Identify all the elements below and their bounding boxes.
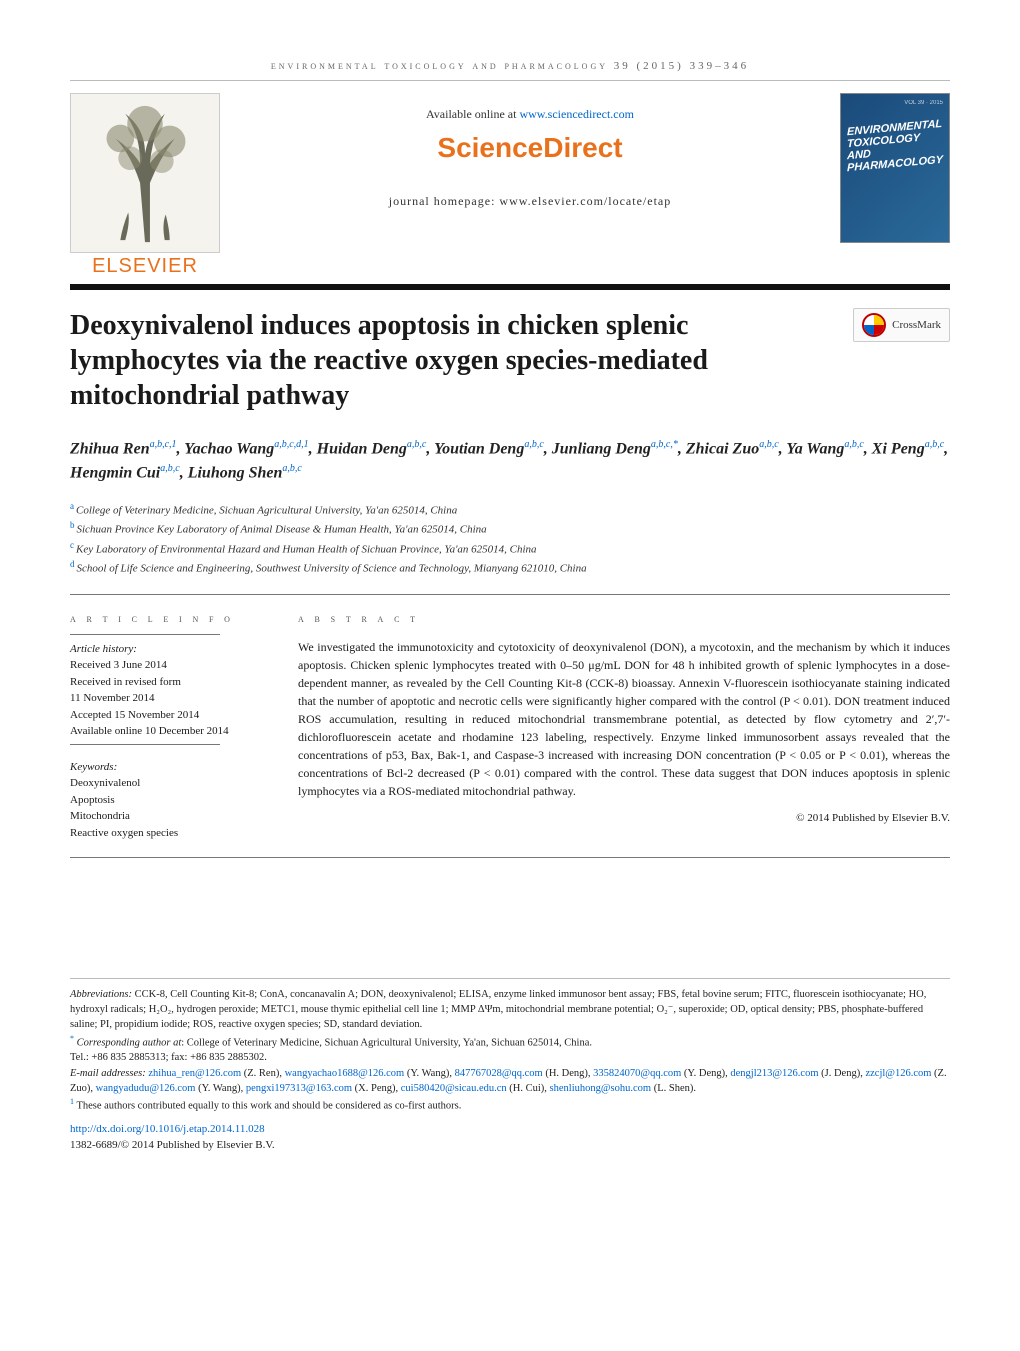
crossmark-label: CrossMark <box>892 319 941 331</box>
journal-cover-title: ENVIRONMENTAL TOXICOLOGY AND PHARMACOLOG… <box>847 118 943 175</box>
sciencedirect-link[interactable]: www.sciencedirect.com <box>519 107 634 121</box>
email-head: E-mail addresses: <box>70 1068 146 1079</box>
article-info-head: a r t i c l e i n f o <box>70 611 270 628</box>
black-divider <box>70 284 950 290</box>
abbrev-body: CCK-8, Cell Counting Kit-8; ConA, concan… <box>70 989 926 1030</box>
emails: E-mail addresses: zhihua_ren@126.com (Z.… <box>70 1066 950 1096</box>
abstract-body: We investigated the immunotoxicity and c… <box>298 638 950 800</box>
header-row: ELSEVIER Available online at www.science… <box>70 93 950 278</box>
affiliations: aCollege of Veterinary Medicine, Sichuan… <box>70 500 950 578</box>
elsevier-tree-icon <box>70 93 220 253</box>
rule-bottom <box>70 857 950 858</box>
issn-line: 1382-6689/© 2014 Published by Elsevier B… <box>70 1138 950 1154</box>
tel-fax: Tel.: +86 835 2885313; fax: +86 835 2885… <box>70 1050 950 1065</box>
corr-head: Corresponding author at <box>77 1037 182 1048</box>
doi-line: http://dx.doi.org/10.1016/j.etap.2014.11… <box>70 1122 950 1138</box>
article-history-head: Article history: <box>70 641 270 658</box>
email-link[interactable]: pengxi197313@163.com <box>246 1083 352 1094</box>
corresponding-author: * Corresponding author at: College of Ve… <box>70 1033 950 1051</box>
author-list: Zhihua Rena,b,c,1, Yachao Wanga,b,c,d,1,… <box>70 437 950 486</box>
journal-cover-thumb: VOL 39 · 2015 ENVIRONMENTAL TOXICOLOGY A… <box>840 93 950 243</box>
email-link[interactable]: zhihua_ren@126.com <box>148 1068 241 1079</box>
journal-homepage: journal homepage: www.elsevier.com/locat… <box>240 194 820 209</box>
corr-body: : College of Veterinary Medicine, Sichua… <box>181 1037 592 1048</box>
abbreviations: Abbreviations: CCK-8, Cell Counting Kit-… <box>70 987 950 1033</box>
one-sup: 1 <box>70 1097 74 1106</box>
article-info-column: a r t i c l e i n f o Article history: R… <box>70 611 270 841</box>
doi-link[interactable]: http://dx.doi.org/10.1016/j.etap.2014.11… <box>70 1123 265 1135</box>
article-history: Received 3 June 2014Received in revised … <box>70 657 270 740</box>
email-link[interactable]: shenliuhong@sohu.com <box>550 1083 652 1094</box>
crossmark-icon <box>862 313 886 337</box>
available-prefix: Available online at <box>426 107 519 121</box>
elsevier-logo-block: ELSEVIER <box>70 93 220 278</box>
email-link[interactable]: dengjl213@126.com <box>730 1068 818 1079</box>
keywords-head: Keywords: <box>70 759 270 776</box>
email-link[interactable]: wangyadudu@126.com <box>96 1083 196 1094</box>
abstract-head: a b s t r a c t <box>298 611 950 628</box>
abbrev-head: Abbreviations: <box>70 989 132 1000</box>
running-head: environmental toxicology and pharmacolog… <box>70 60 950 81</box>
header-center: Available online at www.sciencedirect.co… <box>240 93 820 209</box>
email-link[interactable]: 335824070@qq.com <box>593 1068 681 1079</box>
elsevier-wordmark: ELSEVIER <box>70 255 220 278</box>
footer-block: Abbreviations: CCK-8, Cell Counting Kit-… <box>70 978 950 1154</box>
email-link[interactable]: cui580420@sicau.edu.cn <box>401 1083 507 1094</box>
available-online: Available online at www.sciencedirect.co… <box>240 107 820 122</box>
keywords-list: DeoxynivalenolApoptosisMitochondriaReact… <box>70 775 270 841</box>
crossmark-badge[interactable]: CrossMark <box>853 308 950 342</box>
sciencedirect-logo: ScienceDirect <box>240 132 820 164</box>
abstract-column: a b s t r a c t We investigated the immu… <box>298 611 950 841</box>
email-link[interactable]: 847767028@qq.com <box>455 1068 543 1079</box>
email-link[interactable]: zzcjl@126.com <box>865 1068 931 1079</box>
article-title: Deoxynivalenol induces apoptosis in chic… <box>70 308 833 413</box>
rule-top <box>70 594 950 595</box>
star-sup: * <box>70 1034 74 1043</box>
email-link[interactable]: wangyachao1688@126.com <box>285 1068 405 1079</box>
cofirst-note: 1 These authors contributed equally to t… <box>70 1096 950 1114</box>
abstract-copyright: © 2014 Published by Elsevier B.V. <box>298 810 950 827</box>
cofirst-text: These authors contributed equally to thi… <box>76 1101 461 1112</box>
